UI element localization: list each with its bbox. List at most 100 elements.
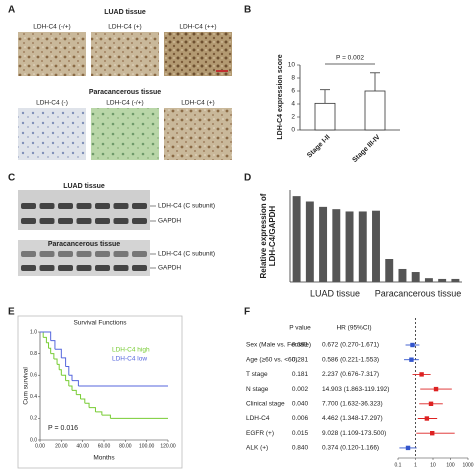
x-tick-label: Stage III-IV <box>351 134 381 164</box>
hazard-ratio <box>433 386 439 392</box>
group-label: Paracancerous tissue <box>375 288 462 298</box>
x-tick-label: 20.00 <box>55 443 68 449</box>
y-tick-label: 0.0 <box>30 437 37 443</box>
survival-step <box>65 380 70 386</box>
blot-band <box>113 203 129 209</box>
y-tick-label: 0.4 <box>30 394 37 400</box>
survival-step <box>72 389 77 395</box>
x-tick-label: 120.00 <box>160 443 176 449</box>
blot-title: Paracancerous tissue <box>48 241 120 248</box>
survival-step <box>68 374 73 381</box>
survival-step <box>101 414 111 419</box>
p-value: 0.015 <box>292 430 309 437</box>
blot-band <box>58 203 73 209</box>
blot-band <box>76 265 92 271</box>
band-label: GAPDH <box>158 218 181 225</box>
panel-label: B <box>244 5 251 16</box>
blot-band <box>39 218 55 224</box>
blot-band <box>76 251 92 257</box>
p-value: 0.006 <box>292 415 309 422</box>
blot-band <box>113 218 129 224</box>
survival-step <box>43 336 47 343</box>
y-tick-label: 2 <box>291 114 295 121</box>
bar <box>358 211 367 282</box>
survival-step <box>84 402 90 408</box>
blot-band <box>39 265 55 271</box>
bar <box>411 272 420 282</box>
survival-step <box>65 366 70 376</box>
hr-label: 2.237 (0.676-7.317) <box>322 371 379 378</box>
blot-band <box>132 265 147 271</box>
column-header: HR (95%CI) <box>336 325 371 332</box>
survival-step <box>54 348 62 358</box>
micrograph <box>164 108 232 160</box>
bar <box>364 90 386 131</box>
survival-step <box>50 353 55 359</box>
survival-step <box>72 380 79 386</box>
y-axis-title: LDH-C4/GAPDH <box>268 206 277 267</box>
chart-title: Survival Functions <box>73 320 127 327</box>
blot-band <box>95 218 110 224</box>
bar <box>438 278 447 282</box>
survival-step <box>53 358 58 365</box>
x-tick-label: 10 <box>430 462 436 468</box>
bar <box>424 278 433 282</box>
survival-step <box>48 347 52 354</box>
y-tick-label: 0.2 <box>30 416 37 422</box>
bar <box>451 278 460 282</box>
survival-step <box>95 411 103 416</box>
y-tick-label: 8 <box>291 75 295 82</box>
micrograph <box>164 32 232 76</box>
blot-band <box>39 251 55 257</box>
group-label: LUAD tissue <box>310 288 360 298</box>
y-axis-title: LDH-C4 expression score <box>277 54 284 139</box>
blot-title: LUAD tissue <box>63 183 105 190</box>
x-tick-label: 40.00 <box>76 443 89 449</box>
survival-step <box>57 363 60 370</box>
p-value: 0.840 <box>292 445 309 452</box>
blot-band <box>95 265 110 271</box>
section-title: LUAD tissue <box>104 9 146 16</box>
hazard-ratio <box>405 445 411 451</box>
x-tick-label: 0.00 <box>35 443 45 449</box>
x-tick-label: 1 <box>414 462 417 468</box>
blot-band <box>95 251 110 257</box>
blot-band <box>132 218 147 224</box>
blot-band <box>76 203 92 209</box>
annotation: P = 0.002 <box>336 55 364 62</box>
blot-band <box>39 203 55 209</box>
panel-label: E <box>8 307 15 318</box>
survival-step <box>61 357 67 367</box>
y-axis-title: Relative expression of <box>259 193 268 278</box>
x-tick-label: Stage I-II <box>306 134 332 160</box>
bar <box>292 196 301 282</box>
band-label: GAPDH <box>158 265 181 272</box>
micrograph <box>91 108 159 160</box>
panel-label: F <box>244 307 250 318</box>
y-tick-label: 4 <box>291 101 295 108</box>
row-label: N stage <box>246 386 269 393</box>
hr-label: 14.903 (1.863-119.192) <box>322 386 389 393</box>
y-tick-label: 10 <box>288 62 296 69</box>
panel-label: A <box>8 5 15 16</box>
blot-band <box>21 218 36 224</box>
hazard-ratio <box>424 416 430 421</box>
micrograph <box>18 32 86 76</box>
hr-label: 0.672 (0.270-1.671) <box>322 342 379 349</box>
y-tick-label: 0 <box>291 127 295 134</box>
hazard-ratio <box>410 342 415 348</box>
blot-band <box>113 251 129 257</box>
survival-step <box>50 340 56 350</box>
y-tick-label: 0.6 <box>30 373 37 379</box>
micrograph <box>18 108 86 160</box>
legend-label: LDH-C4 high <box>112 347 150 354</box>
p-value: 0.002 <box>292 386 309 393</box>
y-tick-label: 0.8 <box>30 351 37 357</box>
image-label: LDH-C4 (-/+) <box>33 24 70 31</box>
band-label: LDH-C4 (C subunit) <box>158 203 215 210</box>
hr-label: 4.462 (1.348-17.297) <box>322 415 383 422</box>
blot-band <box>95 203 110 209</box>
section-title: Paracancerous tissue <box>89 89 161 96</box>
image-label: LDH-C4 (-/+) <box>106 100 143 107</box>
